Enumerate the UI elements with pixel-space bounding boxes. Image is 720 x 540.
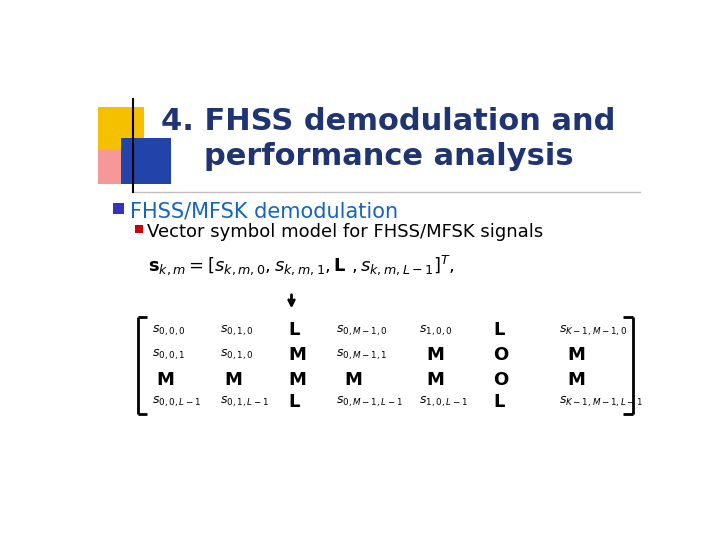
Text: Vector symbol model for FHSS/MFSK signals: Vector symbol model for FHSS/MFSK signal… [148,224,544,241]
Text: $s_{K-1,M-1,L-1}$: $s_{K-1,M-1,L-1}$ [559,395,643,409]
Text: $\mathbf{s}_{k,m}=\left[s_{k,m,0},s_{k,m,1},\mathbf{L}\ ,s_{k,m,L-1}\right]^T,$: $\mathbf{s}_{k,m}=\left[s_{k,m,0},s_{k,m… [148,253,455,277]
Text: $s_{1,0,L-1}$: $s_{1,0,L-1}$ [418,395,467,409]
Text: $s_{0,M-1,1}$: $s_{0,M-1,1}$ [336,348,388,362]
Text: $\mathbf{L}$: $\mathbf{L}$ [493,393,506,411]
Text: $\mathbf{M}$: $\mathbf{M}$ [156,371,174,389]
Text: $s_{0,1,0}$: $s_{0,1,0}$ [220,323,254,338]
Text: $\mathbf{M}$: $\mathbf{M}$ [567,346,585,364]
Bar [113,204,124,214]
Text: $\mathbf{M}$: $\mathbf{M}$ [287,346,306,364]
Text: $s_{0,0,L-1}$: $s_{0,0,L-1}$ [152,395,201,409]
Text: $\mathbf{M}$: $\mathbf{M}$ [426,346,445,364]
Text: $\mathbf{M}$: $\mathbf{M}$ [344,371,362,389]
Text: $s_{0,M-1,L-1}$: $s_{0,M-1,L-1}$ [336,395,404,409]
Text: performance analysis: performance analysis [204,142,573,171]
Text: $\mathbf{L}$: $\mathbf{L}$ [493,321,506,340]
Text: $\mathbf{M}$: $\mathbf{M}$ [287,371,306,389]
Bar [98,142,129,184]
Text: $s_{0,0,0}$: $s_{0,0,0}$ [152,323,186,338]
Text: $\mathbf{L}$: $\mathbf{L}$ [287,321,300,340]
Text: $s_{K-1,M-1,0}$: $s_{K-1,M-1,0}$ [559,323,627,338]
Text: $s_{0,1,L-1}$: $s_{0,1,L-1}$ [220,395,269,409]
Text: $s_{0,M-1,0}$: $s_{0,M-1,0}$ [336,323,388,338]
Text: $s_{0,0,1}$: $s_{0,0,1}$ [152,348,185,362]
Bar [135,225,143,233]
Text: $\mathbf{O}$: $\mathbf{O}$ [493,346,509,364]
Text: $\mathbf{M}$: $\mathbf{M}$ [224,371,243,389]
Text: $s_{0,1,0}$: $s_{0,1,0}$ [220,348,254,362]
Text: $\mathbf{M}$: $\mathbf{M}$ [426,371,445,389]
Bar [98,107,144,150]
Text: $s_{1,0,0}$: $s_{1,0,0}$ [418,323,452,338]
Bar [121,138,171,184]
Text: FHSS/MFSK demodulation: FHSS/MFSK demodulation [130,202,398,222]
Text: 4. FHSS demodulation and: 4. FHSS demodulation and [161,107,616,136]
Text: $\mathbf{L}$: $\mathbf{L}$ [287,393,300,411]
Text: $\mathbf{M}$: $\mathbf{M}$ [567,371,585,389]
Text: $\mathbf{O}$: $\mathbf{O}$ [493,371,509,389]
